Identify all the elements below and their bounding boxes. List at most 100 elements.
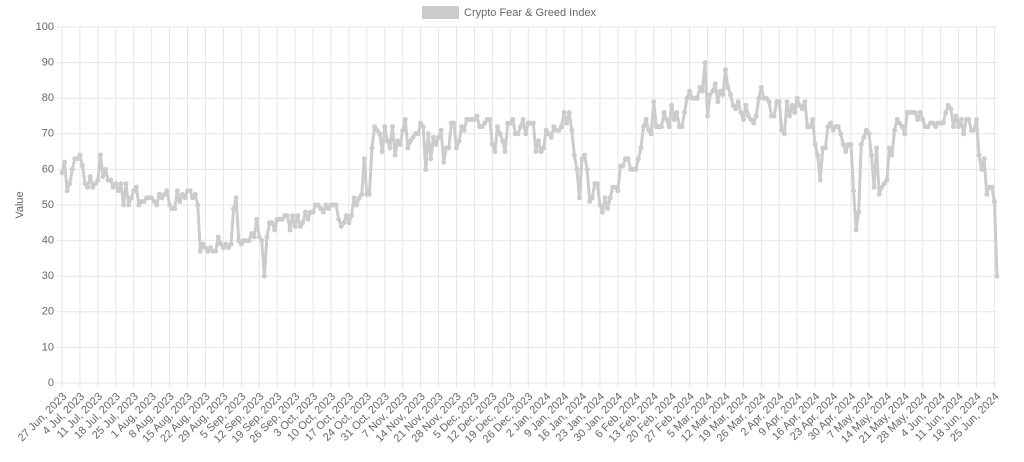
data-point [569,127,575,133]
data-point [956,124,962,130]
data-point [90,184,96,190]
data-point [753,113,759,119]
data-point [620,163,626,169]
data-point [494,124,500,130]
data-point [518,124,524,130]
data-point [290,213,296,219]
data-point [218,241,224,247]
data-point [876,191,882,197]
data-point [566,109,572,115]
data-point [79,163,85,169]
data-point [917,109,923,115]
data-point [541,145,547,151]
y-tick-label: 10 [42,341,54,353]
data-point [961,131,967,137]
data-point [643,117,649,123]
data-point [838,131,844,137]
data-point [279,216,285,222]
data-point [238,241,244,247]
data-point [62,159,68,165]
data-point [807,124,813,130]
data-point [933,124,939,130]
data-point [500,138,506,144]
data-point [256,234,262,240]
y-tick-label: 30 [42,270,54,282]
data-point [123,181,129,187]
data-point [492,149,498,155]
data-point [423,166,429,172]
data-point [648,131,654,137]
data-point [320,209,326,215]
data-point [348,213,354,219]
data-point [548,134,554,140]
data-point [912,109,918,115]
data-point [182,195,188,201]
data-point [658,124,664,130]
y-tick-label: 20 [42,306,54,318]
data-point [707,92,713,98]
y-tick-label: 40 [42,235,54,247]
data-point [815,152,821,158]
data-point [981,156,987,162]
data-point [195,202,201,208]
data-point [366,191,372,197]
data-point [779,127,785,133]
data-point [164,188,170,194]
data-point [497,131,503,137]
data-point [336,216,342,222]
data-point [889,152,895,158]
data-point [976,152,982,158]
data-point [379,149,385,155]
data-point [459,124,465,130]
data-point [369,145,375,151]
data-point [187,188,193,194]
data-point [868,152,874,158]
data-point [246,238,252,244]
data-point [261,273,267,279]
data-point [110,184,116,190]
data-point [602,195,608,201]
data-point [879,184,885,190]
data-point [640,124,646,130]
data-point [136,202,142,208]
data-point [430,134,436,140]
data-point [59,170,65,176]
data-point [594,181,600,187]
data-point [974,117,980,123]
data-point [574,166,580,172]
data-point [356,195,362,201]
data-point [561,109,567,115]
data-point [848,141,854,147]
data-point [822,145,828,151]
data-point [69,166,75,172]
data-point [489,141,495,147]
data-point [579,156,585,162]
data-point [892,127,898,133]
data-point [167,202,173,208]
data-point [810,117,816,123]
data-point [666,124,672,130]
data-point [92,181,98,187]
data-point [720,92,726,98]
data-point [287,227,293,233]
y-axis-label: Value [14,191,26,218]
data-point [346,220,352,226]
data-point [377,131,383,137]
data-point [74,156,80,162]
data-point [948,106,954,112]
data-point [215,234,221,240]
data-point [625,156,631,162]
data-point [402,117,408,123]
data-point [438,127,444,133]
data-point [200,241,206,247]
data-point [382,124,388,130]
data-point [830,127,836,133]
data-point [177,198,183,204]
data-point [858,141,864,147]
data-point [418,120,424,126]
data-point [733,106,739,112]
data-point [953,113,959,119]
data-point [108,177,114,183]
data-point [715,99,721,105]
